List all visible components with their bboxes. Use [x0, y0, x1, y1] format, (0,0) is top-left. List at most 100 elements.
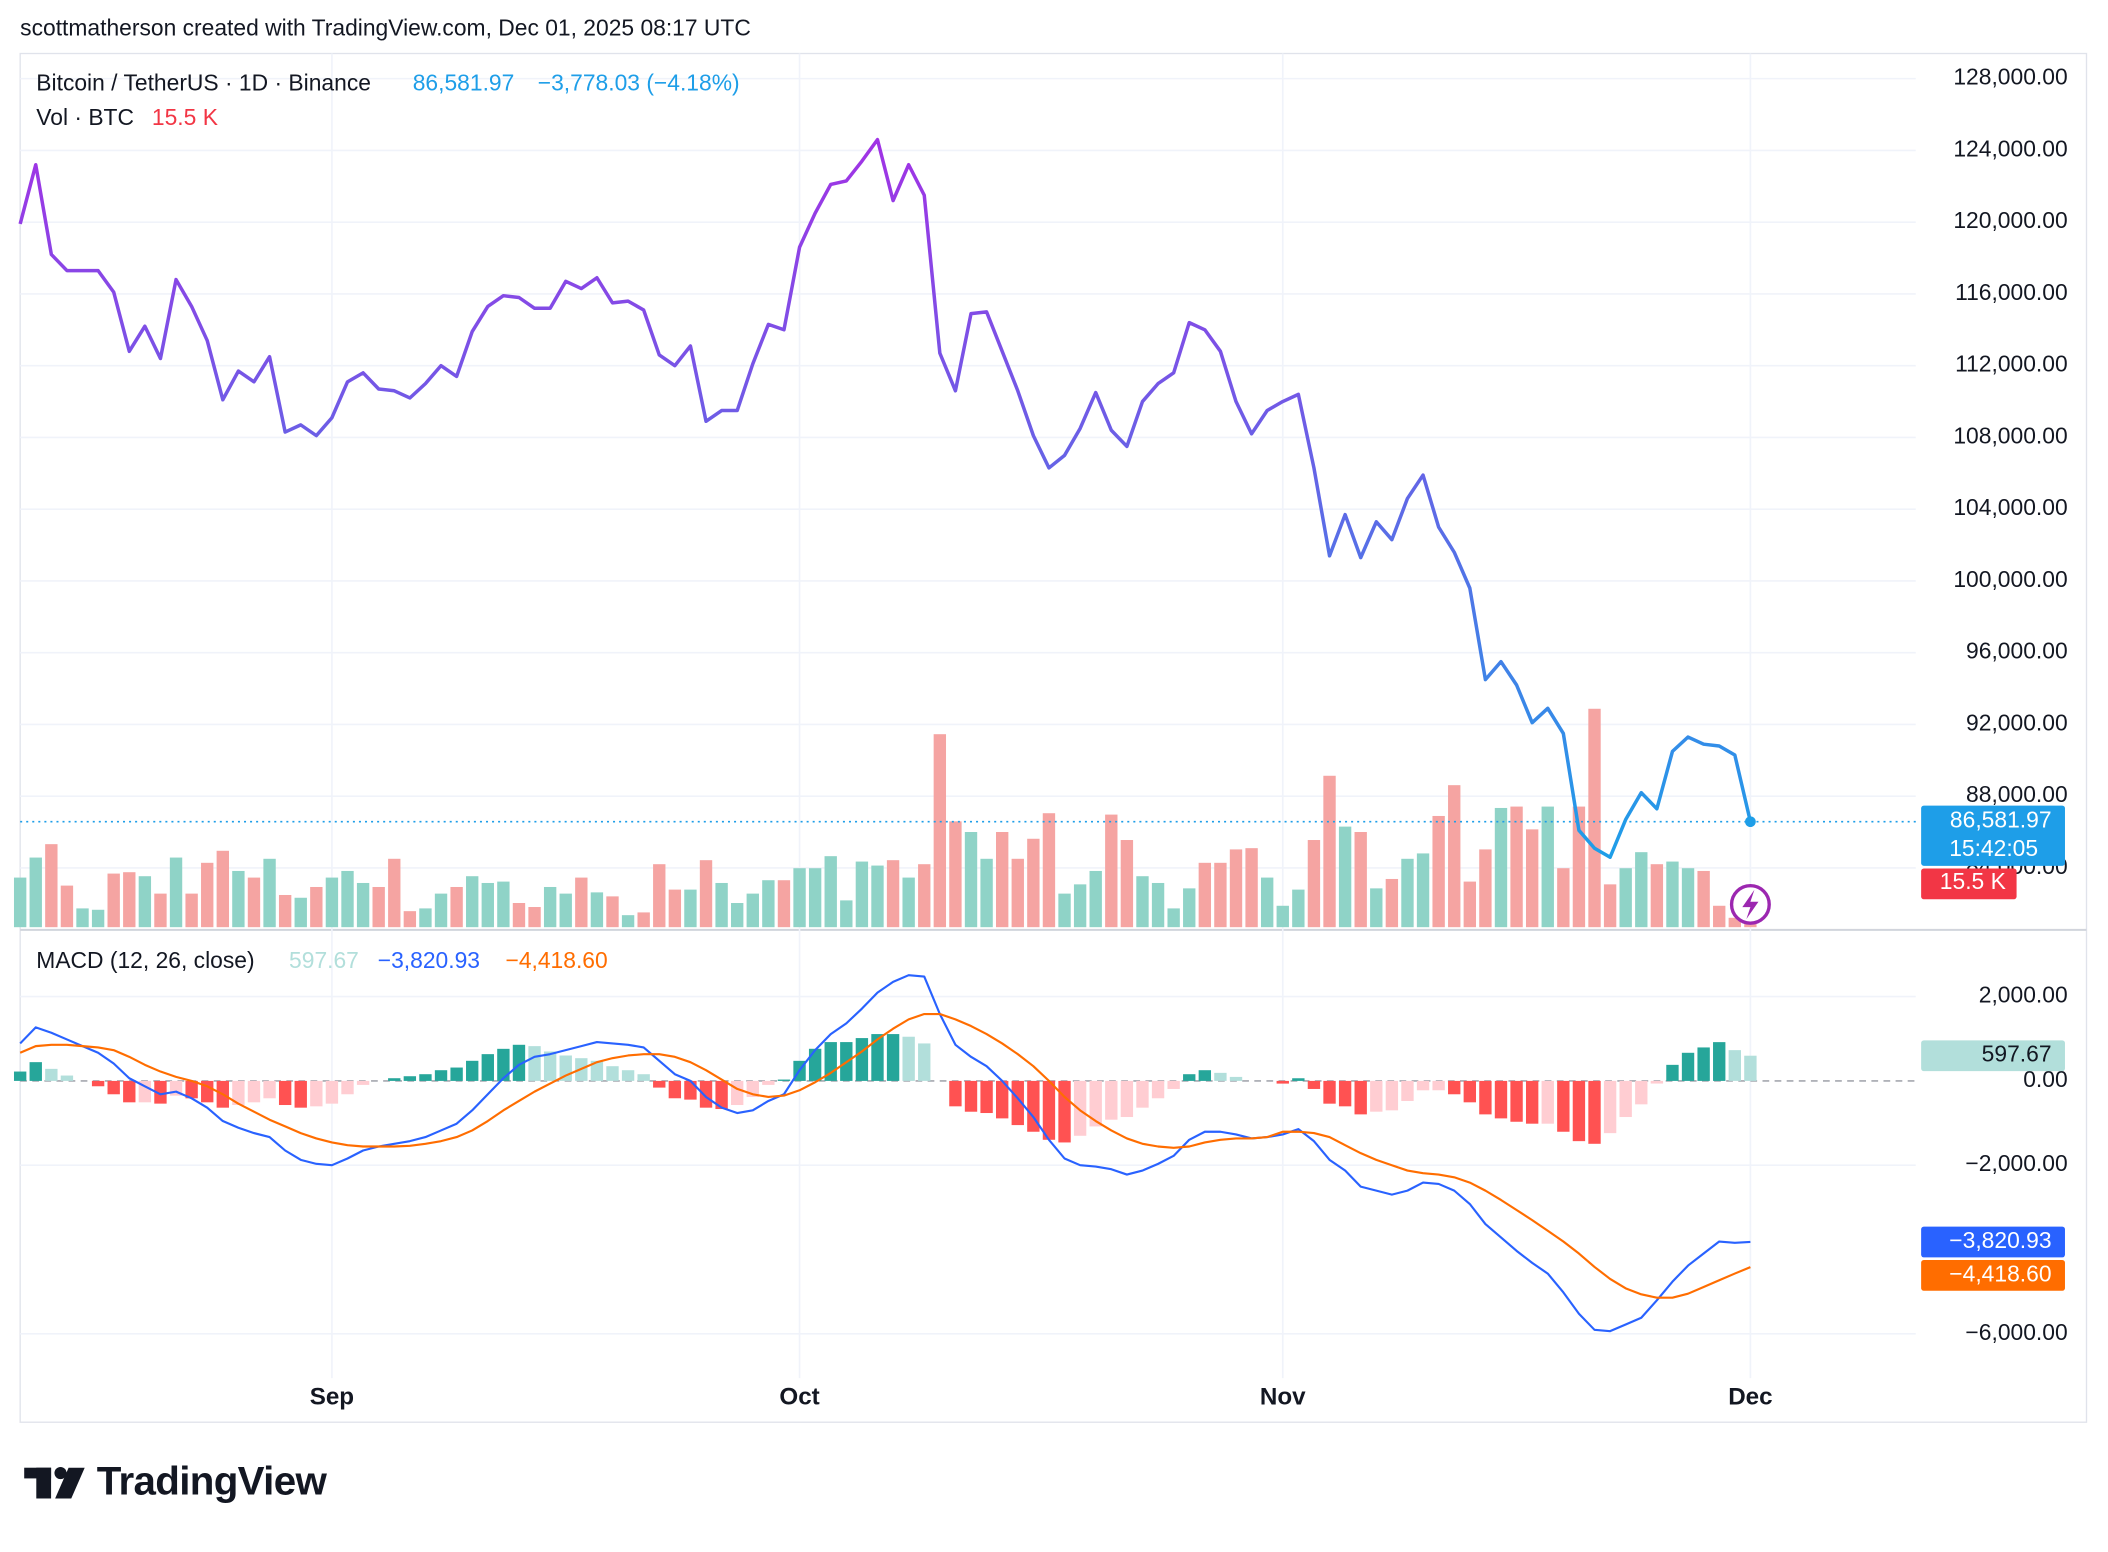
macd-label: −3,820.93	[1949, 1227, 2051, 1253]
histogram-bar	[1557, 1080, 1570, 1132]
last-price: 86,581.97	[413, 69, 515, 95]
histogram-bar	[964, 1080, 978, 1112]
volume-bar	[1011, 858, 1024, 928]
histogram-bar	[684, 1080, 697, 1100]
macd-label: 597.67	[1982, 1041, 2052, 1067]
volume-bar	[1681, 868, 1695, 928]
last-price-dot	[1745, 816, 1756, 828]
volume-bar	[341, 870, 354, 928]
volume-bar	[1151, 882, 1165, 928]
alert-icon[interactable]	[1729, 884, 1771, 925]
histogram-bar	[1105, 1080, 1118, 1120]
volume-bar	[1042, 813, 1056, 928]
volume-bar	[76, 908, 89, 928]
footer-logo[interactable]: TradingView	[24, 1458, 328, 1503]
volume-bar	[1557, 868, 1570, 928]
y-tick-label: 2,000.00	[1979, 982, 2068, 1008]
volume-bar	[310, 886, 323, 928]
macd-title: MACD (12, 26, close)	[36, 947, 254, 973]
histogram-bar	[91, 1080, 105, 1087]
histogram-bar	[543, 1051, 557, 1081]
volume-bar	[263, 858, 276, 928]
volume-bar	[1650, 864, 1664, 928]
histogram-bar	[1151, 1080, 1165, 1099]
volume-bar	[1307, 840, 1321, 928]
x-tick-label: Nov	[1260, 1384, 1306, 1411]
histogram-bar	[621, 1070, 635, 1081]
volume-bar	[169, 857, 183, 928]
price-change: −3,778.03 (−4.18%)	[538, 69, 740, 95]
price-label: 86,581.97	[1950, 807, 2052, 833]
symbol-title: Bitcoin / TetherUS · 1D · Binance	[36, 69, 371, 95]
volume-bar	[637, 912, 650, 928]
countdown: 15:42:05	[1949, 835, 2038, 861]
histogram-bar	[1666, 1064, 1679, 1081]
volume-bar	[543, 886, 557, 928]
histogram-bar	[403, 1076, 417, 1081]
histogram-bar	[123, 1080, 136, 1103]
volume-bar	[808, 868, 822, 928]
histogram-bar	[13, 1071, 27, 1081]
volume-bar	[201, 862, 214, 928]
histogram-bar	[1073, 1080, 1087, 1136]
volume-bar	[154, 893, 167, 928]
volume-bar	[232, 870, 245, 928]
histogram-bar	[294, 1080, 307, 1108]
price-axis: Sep Oct Nov Dec84,000.0088,000.0092,000.009…	[310, 64, 2068, 1411]
volume-bar	[746, 893, 759, 928]
histogram-bar	[1089, 1080, 1102, 1127]
volume-bar	[918, 864, 931, 928]
legend: Bitcoin / TetherUS · 1D · Binance 86,581…	[36, 69, 739, 973]
volume-bar	[91, 909, 105, 928]
volume-bar	[1619, 868, 1632, 928]
volume-bar	[1292, 889, 1305, 928]
histogram-bar	[497, 1048, 510, 1081]
volume-bar	[512, 903, 526, 928]
histogram-bar	[590, 1060, 604, 1081]
histogram-bar	[1635, 1080, 1648, 1105]
volume-bar	[1027, 838, 1040, 928]
volume-bar	[1463, 881, 1476, 928]
histogram-bar	[762, 1080, 775, 1085]
volume-bar	[216, 850, 229, 928]
histogram-bar	[1744, 1055, 1757, 1081]
histogram-bar	[1370, 1080, 1383, 1112]
histogram-bar	[731, 1080, 744, 1106]
volume-bar	[590, 892, 604, 928]
y-tick-label: 128,000.00	[1953, 64, 2067, 90]
volume-bar	[731, 903, 744, 928]
volume-bar	[855, 861, 869, 928]
macd-value: −3,820.93	[378, 947, 480, 973]
volume-bar	[1370, 888, 1383, 928]
histogram-bar	[1572, 1080, 1586, 1142]
histogram-bar	[481, 1054, 494, 1081]
volume-bar	[840, 900, 853, 928]
x-tick-label: Sep	[310, 1384, 354, 1411]
volume-bar	[247, 877, 261, 928]
alert-bolt	[1742, 889, 1759, 920]
volume-bar	[372, 886, 385, 928]
y-tick-label: 96,000.00	[1966, 638, 2068, 664]
histogram-bar	[1042, 1080, 1056, 1140]
volume-bar	[1323, 775, 1336, 928]
x-tick-label: Oct	[779, 1384, 819, 1411]
histogram-bar	[450, 1067, 463, 1081]
attribution: scottmatherson created with TradingView.…	[20, 14, 751, 40]
macd-label-box	[1921, 1226, 2065, 1258]
histogram-bar	[1479, 1080, 1492, 1115]
histogram-bar	[528, 1046, 541, 1081]
histogram-bar	[1011, 1080, 1024, 1126]
logo-mark	[36, 1467, 52, 1499]
volume-bar	[996, 832, 1009, 928]
volume-bar	[1089, 870, 1102, 928]
volume-bar	[699, 860, 713, 928]
histogram-bar	[1494, 1080, 1508, 1119]
volume-bar	[434, 893, 448, 928]
y-tick-label: 100,000.00	[1953, 566, 2067, 592]
volume-bar	[1416, 853, 1430, 928]
histogram-bar	[1728, 1050, 1741, 1081]
volume-bar	[777, 880, 791, 928]
logo-mark	[55, 1467, 85, 1499]
histogram-bar	[949, 1080, 962, 1107]
histogram-bar	[1307, 1080, 1321, 1089]
